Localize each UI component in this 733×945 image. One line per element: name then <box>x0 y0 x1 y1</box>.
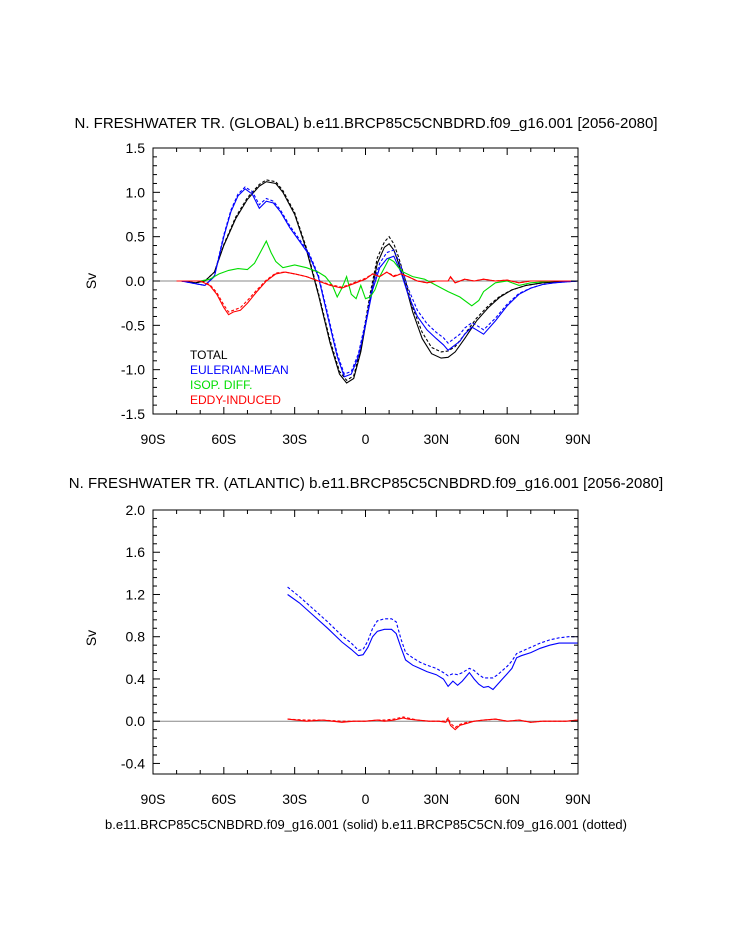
atlantic-x-tick-label: 0 <box>362 791 370 807</box>
atlantic-y-tick-label: 0.8 <box>126 629 146 645</box>
atlantic-series-eddy-induced-dotted <box>287 716 579 729</box>
global-y-tick-label: 1.0 <box>126 184 146 200</box>
global-x-tick-label: 90N <box>565 431 591 447</box>
global-y-tick-label: 0.5 <box>126 229 146 245</box>
global-x-tick-label: 60S <box>211 431 236 447</box>
legend-eulerian-mean: EULERIAN-MEAN <box>190 363 289 377</box>
legend-eddy-induced: EDDY-INDUCED <box>190 393 281 407</box>
atlantic-x-tick-label: 60N <box>494 791 520 807</box>
atlantic-x-tick-label: 30N <box>423 791 449 807</box>
global-series-total <box>181 181 579 384</box>
global-chart-title: N. FRESHWATER TR. (GLOBAL) b.e11.BRCP85C… <box>74 115 657 132</box>
global-y-tick-label: -1.0 <box>121 362 145 378</box>
legend-total: TOTAL <box>190 348 228 362</box>
atlantic-y-tick-label: 0.4 <box>126 671 146 687</box>
atlantic-x-tick-label: 60S <box>211 791 236 807</box>
atlantic-y-tick-label: 2.0 <box>126 502 146 518</box>
atlantic-series-eddy-induced <box>287 717 579 731</box>
global-series-eulerian-mean-dotted <box>181 186 579 375</box>
global-series-eddy-induced-dotted <box>176 271 578 313</box>
atlantic-y-tick-label: 0.0 <box>126 713 146 729</box>
global-x-tick-label: 60N <box>494 431 520 447</box>
global-x-tick-label: 30N <box>423 431 449 447</box>
legend-isop-diff: ISOP. DIFF. <box>190 378 252 392</box>
atlantic-series-eulerian-mean-dotted <box>287 586 578 679</box>
global-series-eddy-induced <box>176 271 578 316</box>
atlantic-series-eulerian-mean <box>287 594 578 691</box>
global-freshwater-panel: N. FRESHWATER TR. (GLOBAL) b.e11.BRCP85C… <box>74 115 657 447</box>
global-x-tick-label: 30S <box>282 431 307 447</box>
atlantic-chart-title: N. FRESHWATER TR. (ATLANTIC) b.e11.BRCP8… <box>69 475 663 492</box>
global-y-tick-label: 0.0 <box>126 273 146 289</box>
atlantic-y-axis-label: Sv <box>83 630 99 646</box>
atlantic-y-tick-label: 1.2 <box>126 586 146 602</box>
global-y-tick-label: 1.5 <box>126 140 146 156</box>
global-series-isop-diff <box>176 239 578 307</box>
global-series-eulerian-mean <box>181 188 579 378</box>
atlantic-y-tick-label: -0.4 <box>121 755 145 771</box>
global-x-tick-label: 0 <box>362 431 370 447</box>
global-y-tick-label: -0.5 <box>121 317 145 333</box>
atlantic-y-tick-label: 1.6 <box>126 544 146 560</box>
atlantic-x-tick-label: 90S <box>141 791 166 807</box>
global-y-axis-label: Sv <box>83 273 99 289</box>
figure-caption: b.e11.BRCP85C5CNBDRD.f09_g16.001 (solid)… <box>105 817 627 832</box>
atlantic-x-tick-label: 30S <box>282 791 307 807</box>
global-y-tick-label: -1.5 <box>121 406 145 422</box>
atlantic-plot-frame <box>152 509 579 775</box>
global-legend: TOTAL EULERIAN-MEAN ISOP. DIFF. EDDY-IND… <box>190 348 289 407</box>
atlantic-x-tick-label: 90N <box>565 791 591 807</box>
global-x-tick-label: 90S <box>141 431 166 447</box>
atlantic-freshwater-panel: N. FRESHWATER TR. (ATLANTIC) b.e11.BRCP8… <box>69 475 663 807</box>
global-series-total-dotted <box>181 179 579 382</box>
